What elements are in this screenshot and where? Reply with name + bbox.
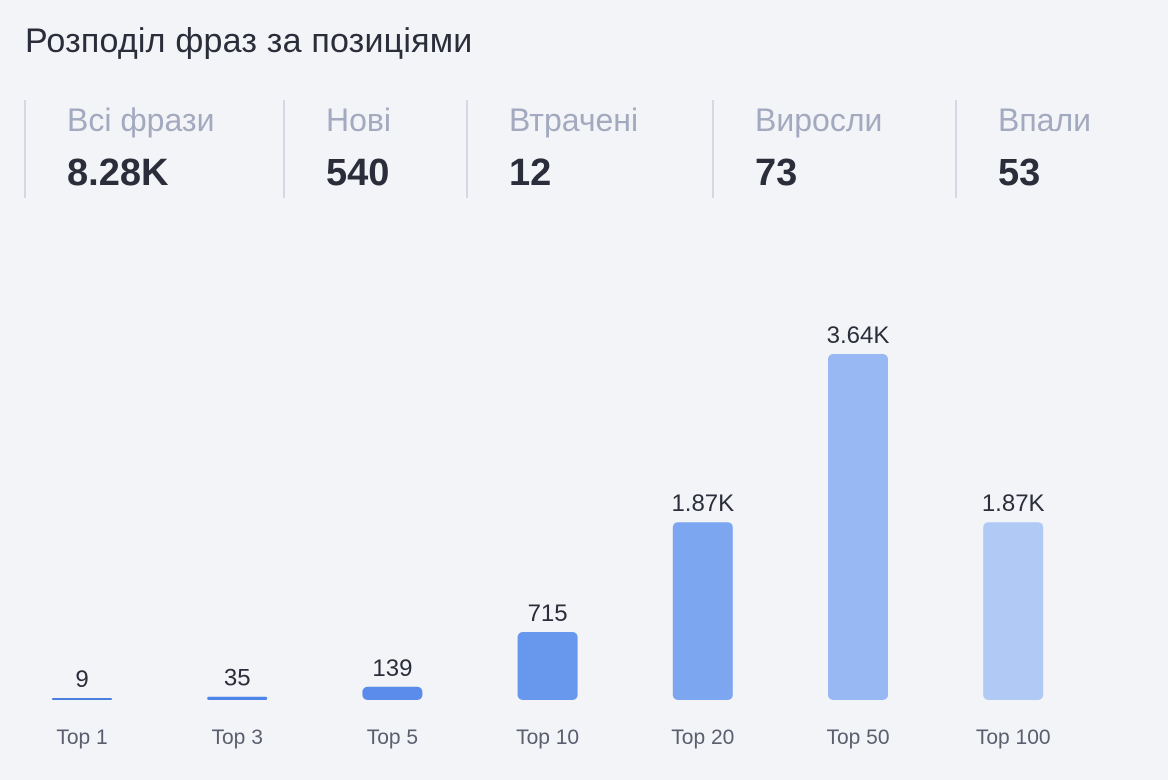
category-tick-label: Top 20: [671, 726, 734, 749]
stat-value: 53: [998, 152, 1041, 194]
stat-value: 8.28K: [67, 152, 169, 194]
stat-label: Нові: [326, 102, 392, 138]
category-tick-label: Top 10: [516, 726, 579, 749]
bar-top-50[interactable]: [828, 354, 888, 700]
bar-value-label: 1.87K: [671, 490, 734, 517]
bar-top-5[interactable]: [362, 686, 423, 700]
stat-value: 12: [509, 152, 552, 194]
bar-top-20[interactable]: [672, 522, 733, 700]
category-tick-label: Top 50: [826, 726, 889, 749]
bar-value-label: 715: [528, 600, 568, 627]
bar-top-3[interactable]: [207, 696, 268, 700]
bar-value-label: 1.87K: [982, 490, 1045, 517]
bar-value-label: 9: [75, 666, 88, 693]
stat-value: 73: [755, 152, 798, 194]
stat-all-phrases[interactable]: Всі фрази 8.28K: [24, 100, 285, 198]
widget-title: Розподіл фраз за позиціями: [25, 22, 473, 60]
bar-top-10[interactable]: [517, 632, 578, 700]
stat-label: Всі фрази: [67, 102, 215, 138]
bar-top-1[interactable]: [52, 698, 112, 700]
stat-value: 540: [326, 152, 390, 194]
bar-value-label: 139: [372, 655, 412, 682]
category-tick-label: Top 100: [976, 726, 1051, 749]
stat-label: Виросли: [755, 102, 883, 138]
bar-top-100[interactable]: [983, 522, 1044, 700]
category-tick-label: Top 1: [56, 726, 107, 749]
stat-fell[interactable]: Впали 53: [955, 100, 1157, 198]
stat-new[interactable]: Нові 540: [283, 100, 468, 198]
bar-value-label: 3.64K: [827, 322, 890, 349]
stat-label: Впали: [998, 102, 1092, 138]
category-tick-label: Top 3: [212, 726, 263, 749]
category-tick-label: Top 5: [367, 726, 418, 749]
stat-label: Втрачені: [509, 102, 639, 138]
bar-value-label: 35: [224, 665, 251, 692]
stat-grew[interactable]: Виросли 73: [712, 100, 957, 198]
stat-lost[interactable]: Втрачені 12: [466, 100, 714, 198]
